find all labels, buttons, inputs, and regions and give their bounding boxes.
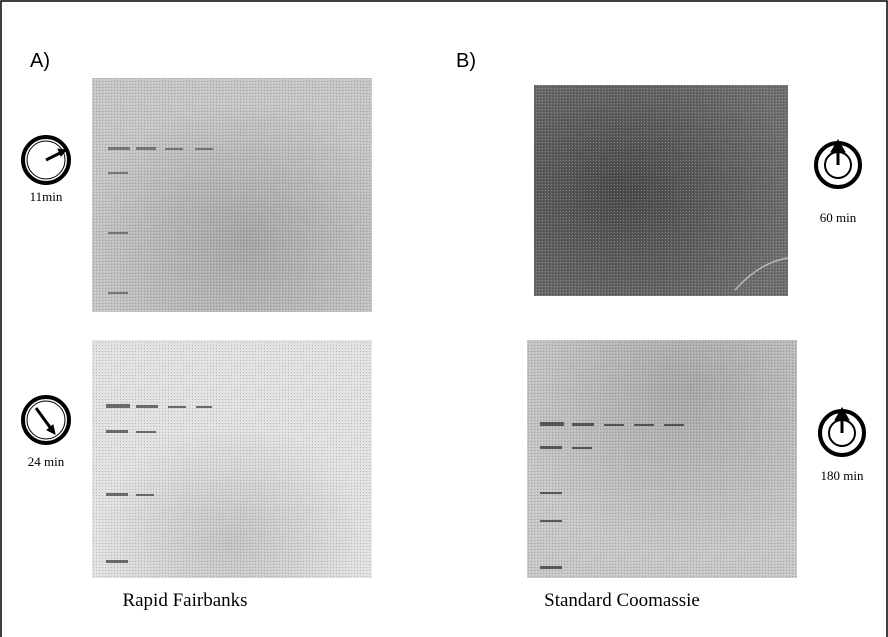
time-label: 180 min: [821, 468, 864, 483]
gel-image: [92, 78, 372, 312]
clock-icon: [21, 135, 71, 185]
panel-caption: Standard Coomassie: [544, 590, 700, 611]
panel-caption: Rapid Fairbanks: [122, 590, 247, 611]
time-label: 11min: [30, 189, 63, 204]
time-label: 60 min: [820, 210, 857, 225]
clock-icon: [818, 407, 866, 457]
gel-image: [92, 340, 372, 578]
time-label: 24 min: [28, 454, 65, 469]
panel-label: A): [30, 50, 50, 72]
gel-image: [527, 340, 797, 578]
panel-label: B): [456, 50, 476, 72]
clock-icon: [21, 395, 71, 445]
clock-icon: [814, 139, 862, 189]
gel-image: [534, 85, 789, 296]
